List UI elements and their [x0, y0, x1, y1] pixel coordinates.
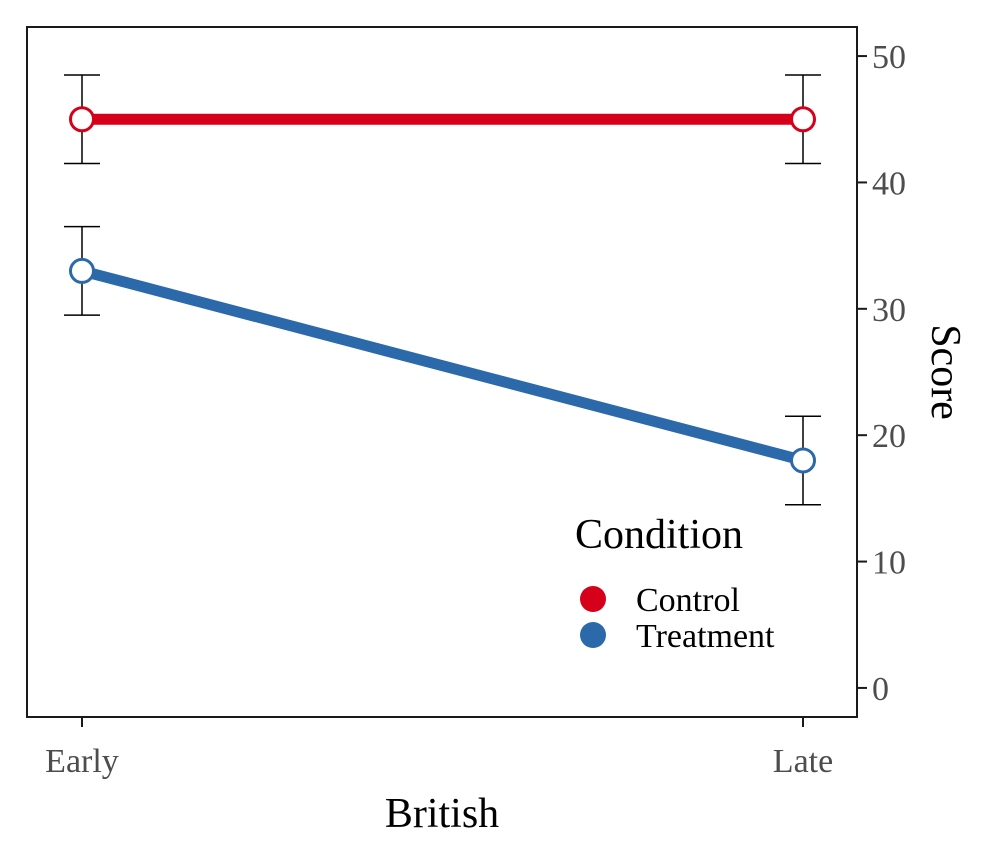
plot-panel [26, 26, 858, 718]
legend-label-control: Control [636, 582, 740, 619]
series-lines [76, 113, 809, 466]
y-tick-label: 20 [872, 418, 906, 455]
treatment-point [790, 447, 816, 474]
y-tick-label: 30 [872, 292, 906, 329]
y-tick-label: 10 [872, 545, 906, 582]
x-axis-title: British [385, 791, 499, 837]
series-layer [64, 74, 821, 506]
y-axis: 0 10 20 30 40 50 [857, 39, 906, 708]
y-axis-title: Score [922, 324, 968, 420]
legend-title: Condition [575, 512, 743, 558]
control-point [69, 106, 95, 133]
x-axis: Early Late [45, 717, 833, 780]
treatment-point [69, 257, 95, 284]
x-tick-label: Early [45, 743, 119, 780]
y-tick-label: 40 [872, 165, 906, 202]
y-tick-label: 0 [872, 671, 889, 708]
legend-label-treatment: Treatment [636, 618, 775, 655]
series-points [69, 106, 816, 474]
treatment-line [76, 265, 809, 466]
legend-key-control [580, 586, 606, 612]
control-point [790, 106, 816, 133]
y-tick-label: 50 [872, 39, 906, 76]
legend-key-treatment [580, 622, 606, 648]
x-tick-label: Late [773, 743, 833, 780]
